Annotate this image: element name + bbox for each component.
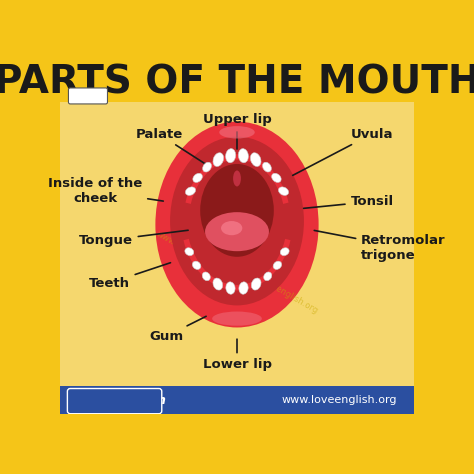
Ellipse shape [278,187,289,195]
Text: Teeth: Teeth [89,263,171,290]
Text: MOUTH: MOUTH [71,91,105,100]
Ellipse shape [264,272,272,281]
Text: Upper lip: Upper lip [202,113,272,149]
Ellipse shape [203,162,211,172]
Ellipse shape [170,137,304,305]
FancyBboxPatch shape [60,60,414,102]
Text: Gum: Gum [149,316,206,343]
Text: www.loveenglish.org: www.loveenglish.org [281,395,397,405]
Ellipse shape [250,153,261,166]
Ellipse shape [200,164,274,257]
Ellipse shape [251,278,261,290]
FancyBboxPatch shape [60,102,414,386]
Ellipse shape [273,261,282,269]
Ellipse shape [212,311,262,326]
Ellipse shape [193,173,202,182]
Text: Tongue: Tongue [79,230,188,247]
Text: Palate: Palate [135,128,206,164]
Text: Uvula: Uvula [292,128,393,175]
Ellipse shape [233,171,241,186]
Ellipse shape [205,212,269,251]
Text: Retromolar
trigone: Retromolar trigone [314,230,446,262]
Ellipse shape [185,248,194,255]
Text: www.loveenglish.org: www.loveenglish.org [155,229,235,281]
Ellipse shape [239,282,248,294]
Text: www.loveenglish.org: www.loveenglish.org [239,264,319,316]
Ellipse shape [238,149,248,163]
Text: Love English: Love English [77,394,166,407]
Ellipse shape [226,282,235,294]
Text: Inside of the
cheek: Inside of the cheek [48,177,163,205]
Ellipse shape [226,149,236,163]
FancyBboxPatch shape [67,389,162,414]
Ellipse shape [155,122,319,328]
Ellipse shape [263,162,271,172]
Text: Tonsil: Tonsil [304,195,394,209]
Text: PARTS OF THE MOUTH: PARTS OF THE MOUTH [0,64,474,101]
Text: Lower lip: Lower lip [202,339,272,371]
Ellipse shape [213,278,223,290]
FancyBboxPatch shape [68,88,108,104]
Ellipse shape [272,173,281,182]
Ellipse shape [221,221,242,235]
Ellipse shape [192,261,201,269]
Ellipse shape [202,272,210,281]
Ellipse shape [185,187,196,195]
Ellipse shape [219,126,255,138]
Ellipse shape [280,248,289,255]
Ellipse shape [213,153,224,166]
FancyBboxPatch shape [60,386,414,414]
